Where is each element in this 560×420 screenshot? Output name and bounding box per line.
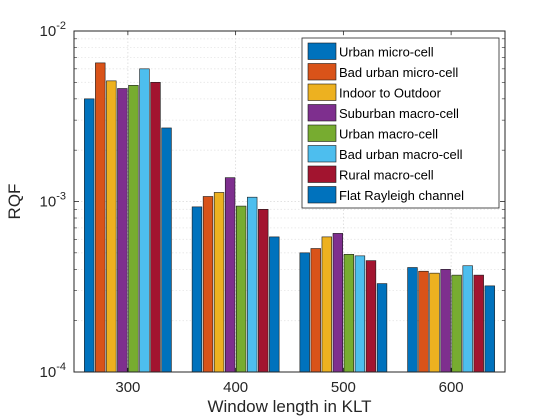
legend-swatch	[307, 83, 337, 101]
bar	[440, 269, 451, 373]
legend-item: Indoor to Outdoor	[307, 83, 442, 101]
bar	[321, 236, 332, 373]
legend-label: Bad urban macro-cell	[339, 147, 463, 162]
ticks: 300 400 500 600 10-4 10-3 10-2	[40, 20, 505, 396]
bar	[117, 88, 128, 373]
bar	[139, 68, 150, 373]
legend-swatch	[307, 42, 337, 60]
x-tick-label: 400	[223, 379, 248, 396]
legend-swatch	[307, 145, 337, 163]
x-tick-label: 600	[439, 379, 464, 396]
y-tick-label: 10-4	[40, 361, 66, 381]
legend-item: Flat Rayleigh channel	[307, 186, 464, 204]
bar	[354, 255, 366, 373]
bar	[247, 196, 258, 373]
bar	[191, 206, 203, 373]
bar	[84, 98, 95, 373]
x-tick-label: 500	[331, 379, 356, 396]
legend-swatch	[307, 124, 337, 142]
bar	[224, 177, 236, 373]
bar	[269, 236, 280, 373]
legend-item: Bad urban micro-cell	[307, 63, 458, 81]
legend-item: Suburban macro-cell	[307, 104, 459, 122]
bar	[235, 205, 247, 373]
legend-item: Bad urban macro-cell	[307, 145, 463, 163]
bar	[213, 192, 225, 373]
legend-item: Rural macro-cell	[307, 165, 434, 183]
series-6	[139, 68, 473, 373]
bar	[343, 254, 355, 373]
bar	[451, 274, 462, 373]
bar	[202, 196, 214, 373]
legend-swatch	[307, 104, 337, 122]
legend-label: Indoor to Outdoor	[339, 85, 442, 100]
bar	[365, 260, 377, 373]
y-tick-label: 10-2	[40, 20, 66, 40]
legend-swatch	[307, 165, 337, 183]
y-axis-label: RQF	[5, 184, 24, 220]
bar	[258, 209, 269, 373]
legend-label: Suburban macro-cell	[339, 106, 459, 121]
bar	[161, 127, 172, 373]
bar	[106, 80, 117, 373]
x-axis-label: Window length in KLT	[207, 397, 371, 416]
legend-label: Rural macro-cell	[339, 167, 434, 182]
bar	[332, 233, 344, 373]
bar	[150, 82, 161, 373]
bar	[462, 265, 473, 373]
bar	[473, 274, 484, 373]
bar	[128, 85, 139, 373]
bar	[310, 248, 321, 373]
bar	[484, 285, 495, 373]
bar	[407, 267, 418, 373]
bars	[84, 62, 495, 373]
legend-swatch	[307, 186, 337, 204]
legend-label: Urban macro-cell	[339, 126, 438, 141]
bar	[299, 252, 310, 373]
x-tick-label: 300	[115, 379, 140, 396]
legend-label: Flat Rayleigh channel	[339, 188, 464, 203]
legend-item: Urban macro-cell	[307, 124, 438, 142]
legend-label: Urban micro-cell	[339, 44, 434, 59]
series-3	[106, 80, 440, 373]
bar	[418, 270, 429, 373]
bar	[376, 283, 388, 373]
y-tick-label: 10-3	[40, 191, 66, 211]
legend-item: Urban micro-cell	[307, 42, 434, 60]
series-1	[84, 98, 418, 373]
bar	[429, 272, 440, 373]
legend: Urban micro-cell Bad urban micro-cell Indo…	[301, 37, 500, 209]
legend-label: Bad urban micro-cell	[339, 65, 458, 80]
bar	[95, 62, 106, 373]
legend-swatch	[307, 63, 337, 81]
